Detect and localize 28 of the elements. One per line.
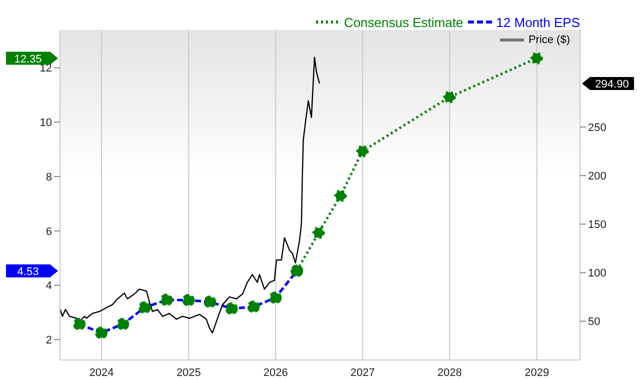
legend-label: 12 Month EPS	[496, 14, 580, 30]
y2-tick-label: 250	[588, 122, 606, 134]
line-series	[60, 56, 320, 334]
legend-label: Consensus Estimate	[344, 14, 464, 30]
y2-tick-label: 200	[588, 170, 606, 182]
x-tick-label: 2024	[89, 366, 114, 379]
y-tick-label: 10	[40, 117, 52, 130]
text: 12.35	[14, 53, 42, 66]
y2-tick-label: 50	[588, 316, 600, 328]
y2-tick-label: 100	[588, 268, 606, 280]
point	[312, 226, 325, 240]
text: Price ($)	[528, 34, 570, 46]
point	[334, 190, 347, 202]
x-tick-label: 2027	[350, 366, 375, 379]
point	[443, 90, 456, 104]
point	[530, 52, 543, 65]
y2-tick-label: 150	[588, 219, 606, 232]
x-tick-label: 2029	[524, 366, 550, 379]
text: 4.53	[17, 266, 39, 278]
x-tick-label: 2026	[263, 366, 288, 379]
y-tick-label: 4	[46, 280, 52, 292]
y-tick-label: 8	[46, 171, 52, 184]
y-tick-label: 2	[46, 334, 52, 347]
y-tick-label: 6	[46, 226, 52, 238]
text: 294.90	[595, 78, 629, 90]
x-tick-label: 2028	[437, 366, 462, 379]
point	[356, 144, 369, 158]
x-tick-label: 2025	[176, 366, 201, 379]
